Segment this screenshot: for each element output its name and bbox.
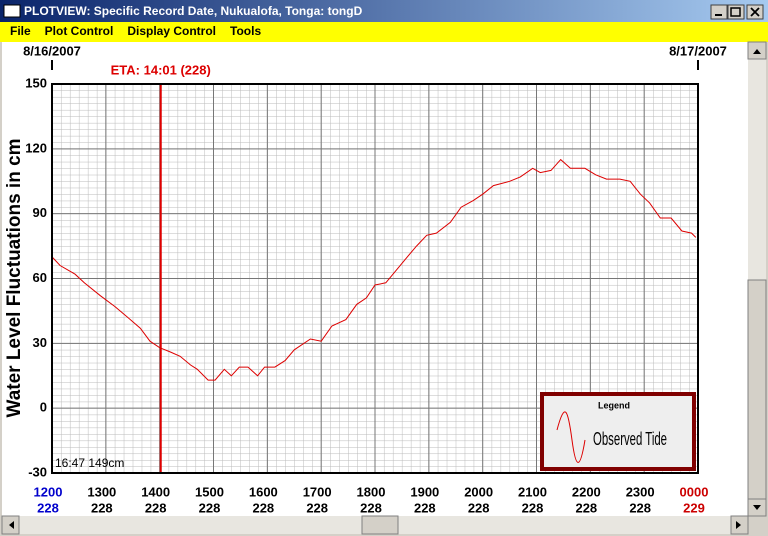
menu-item[interactable]: Display Control: [127, 24, 216, 38]
y-tick-label: 60: [33, 270, 47, 285]
y-tick-label: 0: [40, 400, 47, 415]
x-tick-day: 228: [414, 500, 436, 515]
cursor-readout: 16:47 149cm: [55, 456, 124, 470]
legend-title: Legend: [598, 400, 630, 410]
y-tick-label: 90: [33, 205, 47, 220]
x-tick-label: 1300: [87, 484, 116, 499]
horizontal-scrollbar[interactable]: [1, 515, 749, 535]
x-tick-label: 1500: [195, 484, 224, 499]
menu-item[interactable]: Plot Control: [45, 24, 114, 38]
x-tick-label: 1400: [141, 484, 170, 499]
menu-item[interactable]: Tools: [230, 24, 261, 38]
window-buttons[interactable]: [710, 4, 764, 20]
menu-bar: [0, 22, 768, 42]
x-tick-day: 228: [91, 500, 113, 515]
window-title: PLOTVIEW: Specific Record Date, Nukualof…: [24, 4, 363, 18]
y-tick-label: -30: [28, 464, 47, 479]
x-tick-label: 2300: [626, 484, 655, 499]
x-tick-label: 1800: [357, 484, 386, 499]
eta-label: ETA: 14:01 (228): [111, 62, 211, 77]
y-tick-label: 30: [33, 335, 47, 350]
x-tick-day: 229: [683, 500, 705, 515]
x-tick-day: 228: [575, 500, 597, 515]
legend-label: Observed Tide: [593, 429, 667, 449]
x-tick-day: 228: [360, 500, 382, 515]
x-tick-day: 228: [199, 500, 221, 515]
x-tick-label: 1900: [410, 484, 439, 499]
menu-item[interactable]: File: [10, 24, 31, 38]
legend-icon: [556, 411, 586, 463]
x-tick-day: 228: [629, 500, 651, 515]
date-label: 8/16/2007: [23, 43, 81, 58]
x-tick-day: 228: [306, 500, 328, 515]
x-tick-label: 2200: [572, 484, 601, 499]
x-tick-label: 1600: [249, 484, 278, 499]
tide-line: [51, 158, 697, 381]
plot-frame: [51, 83, 699, 474]
date-label: 8/17/2007: [669, 43, 727, 58]
x-tick-label: 1200: [34, 484, 63, 499]
x-tick-label: 0000: [680, 484, 709, 499]
vertical-scrollbar[interactable]: [747, 41, 767, 517]
x-tick-day: 228: [252, 500, 274, 515]
y-tick-label: 120: [25, 140, 47, 155]
legend: Legend Observed Tide: [540, 392, 696, 471]
x-tick-label: 2100: [518, 484, 547, 499]
x-tick-day: 228: [522, 500, 544, 515]
x-tick-label: 1700: [303, 484, 332, 499]
x-tick-label: 2000: [464, 484, 493, 499]
x-tick-day: 228: [37, 500, 59, 515]
y-axis-label: Water Level Fluctuations in cm: [4, 138, 25, 417]
title-bar: [0, 0, 768, 22]
y-tick-label: 150: [25, 75, 47, 90]
app-icon: [3, 4, 21, 18]
x-tick-day: 228: [145, 500, 167, 515]
x-tick-day: 228: [468, 500, 490, 515]
